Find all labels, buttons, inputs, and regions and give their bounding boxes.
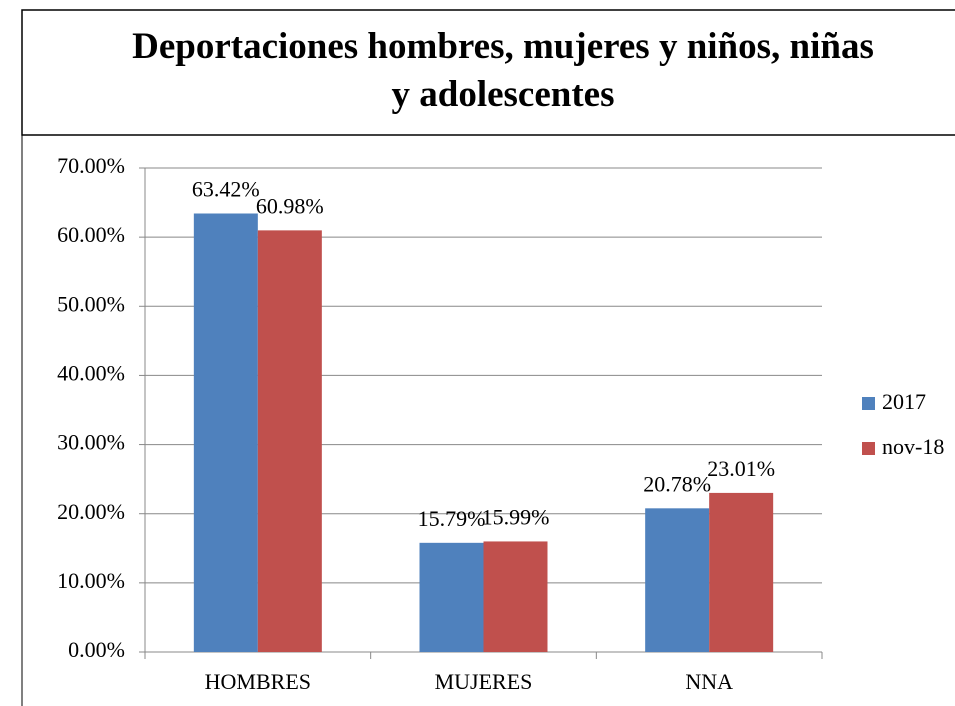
data-label: 20.78% — [643, 471, 711, 496]
chart-title: Deportaciones hombres, mujeres y niños, … — [132, 26, 874, 115]
y-tick-label: 10.00% — [57, 568, 125, 593]
x-tick-label: NNA — [685, 669, 733, 694]
y-tick-label: 70.00% — [57, 153, 125, 178]
legend-label: nov-18 — [882, 434, 944, 459]
x-tick-label: HOMBRES — [205, 669, 311, 694]
legend-swatch — [862, 442, 875, 455]
y-tick-label: 30.00% — [57, 430, 125, 455]
y-tick-label: 60.00% — [57, 222, 125, 247]
legend-swatch — [862, 397, 875, 410]
y-tick-label: 0.00% — [68, 637, 125, 662]
data-label: 23.01% — [707, 456, 775, 481]
data-label: 63.42% — [192, 177, 260, 202]
bar — [483, 541, 548, 652]
bar — [709, 492, 774, 652]
bar — [257, 230, 322, 652]
y-tick-label: 40.00% — [57, 360, 125, 385]
y-tick-label: 20.00% — [57, 499, 125, 524]
data-label: 15.99% — [482, 504, 550, 529]
data-label: 15.79% — [418, 506, 486, 531]
data-label: 60.98% — [256, 193, 324, 218]
bar — [645, 508, 710, 652]
bar — [193, 213, 258, 652]
bar — [419, 542, 484, 652]
x-tick-label: MUJERES — [435, 669, 533, 694]
legend-label: 2017 — [882, 389, 926, 414]
title-box — [21, 9, 955, 136]
y-tick-label: 50.00% — [57, 291, 125, 316]
